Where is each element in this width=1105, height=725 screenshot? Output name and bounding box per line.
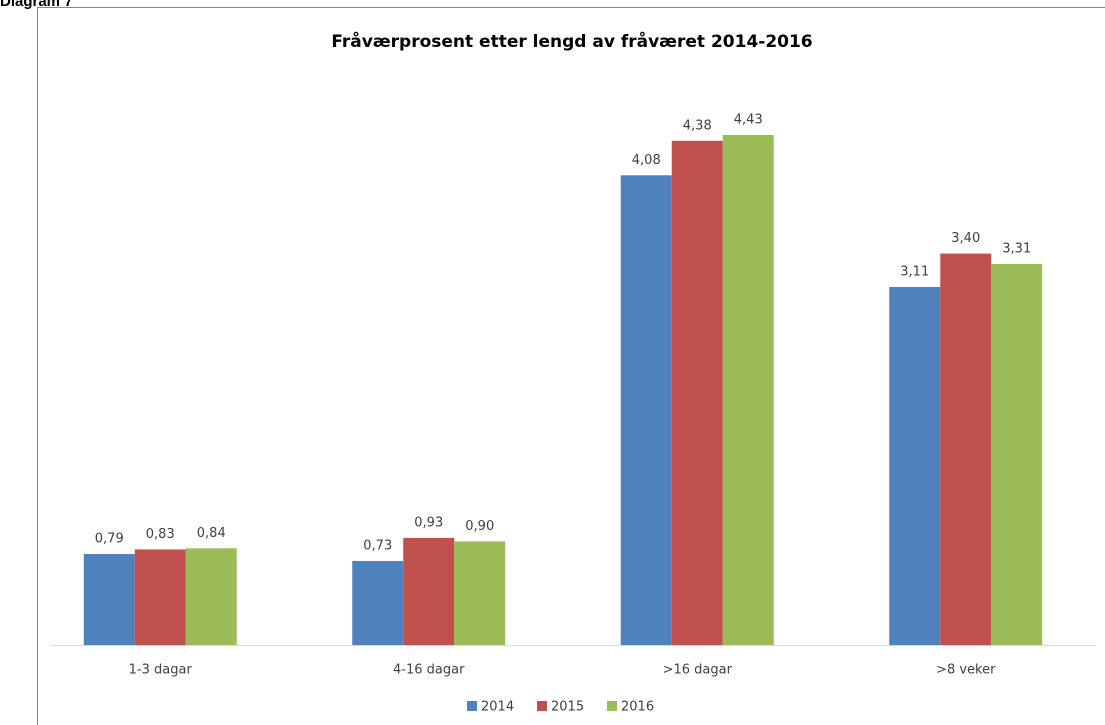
value-label: 3,40 bbox=[951, 231, 980, 246]
bar bbox=[185, 548, 237, 645]
value-label: 0,73 bbox=[363, 538, 392, 553]
legend-swatch bbox=[537, 701, 547, 711]
x-tick-label: 4-16 dagar bbox=[393, 663, 465, 678]
x-tick-label: >16 dagar bbox=[663, 663, 733, 678]
bar bbox=[889, 286, 941, 645]
legend-swatch bbox=[467, 701, 477, 711]
x-tick-label: 1-3 dagar bbox=[129, 663, 193, 678]
bar bbox=[991, 263, 1043, 645]
bar bbox=[403, 537, 455, 645]
legend-label: 2014 bbox=[481, 700, 514, 715]
bar bbox=[620, 175, 672, 645]
bar bbox=[83, 554, 135, 645]
value-label: 0,90 bbox=[465, 519, 494, 534]
legend-label: 2016 bbox=[621, 700, 654, 715]
value-label: 0,79 bbox=[95, 532, 124, 547]
x-tick-label: >8 veker bbox=[936, 663, 996, 678]
bar bbox=[134, 549, 186, 645]
value-label: 3,31 bbox=[1002, 241, 1031, 256]
value-label: 0,84 bbox=[197, 526, 226, 541]
bar bbox=[940, 253, 992, 645]
value-label: 3,11 bbox=[900, 264, 929, 279]
value-label: 4,43 bbox=[734, 113, 763, 128]
value-label: 0,93 bbox=[414, 515, 443, 530]
legend-label: 2015 bbox=[551, 700, 584, 715]
chart-title: Fråværprosent etter lengd av fråværet 20… bbox=[331, 30, 812, 52]
value-label: 4,38 bbox=[683, 118, 712, 133]
value-label: 4,08 bbox=[632, 153, 661, 168]
legend-swatch bbox=[607, 701, 617, 711]
bar bbox=[722, 135, 774, 645]
bar bbox=[671, 140, 723, 645]
diagram-label: Diagram 7 bbox=[0, 0, 73, 10]
bar bbox=[352, 560, 404, 645]
value-label: 0,83 bbox=[146, 527, 175, 542]
bar bbox=[454, 541, 506, 645]
